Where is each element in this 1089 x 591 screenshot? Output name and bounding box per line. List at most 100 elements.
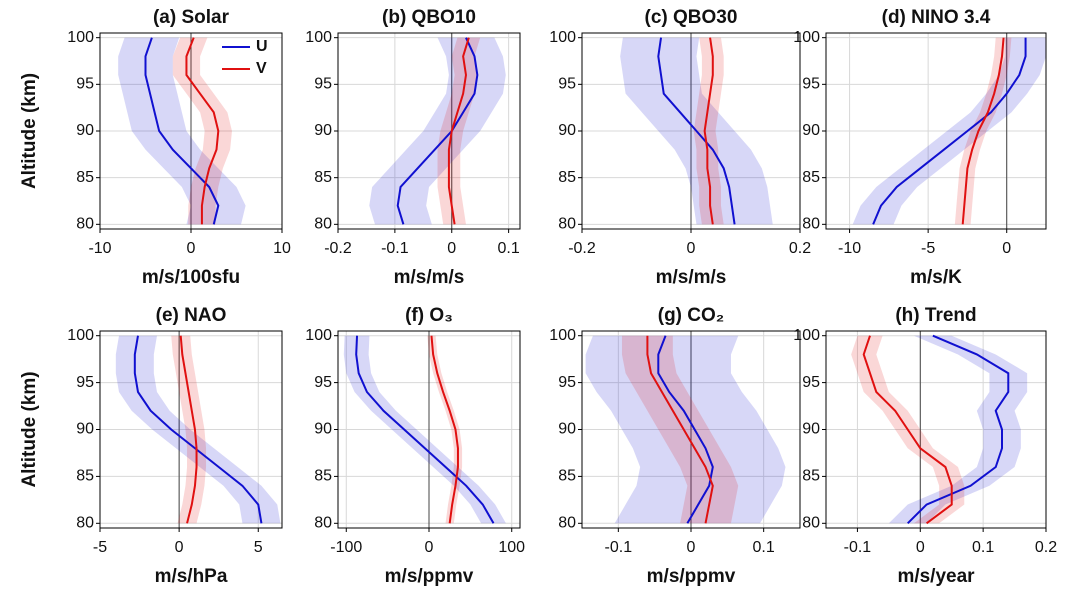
y-tick-label: 85 xyxy=(314,169,332,186)
y-axis-label: Altitude (km) xyxy=(19,73,40,189)
x-tick-label: 0 xyxy=(187,240,196,257)
y-tick-label: 95 xyxy=(314,76,332,93)
y-tick-label: 80 xyxy=(802,515,820,532)
plot-area xyxy=(100,33,282,229)
y-tick-label: 90 xyxy=(314,421,332,438)
x-tick-label: -5 xyxy=(921,240,935,257)
line xyxy=(646,335,714,524)
uncertainty-band xyxy=(118,37,246,225)
chart-title: (f) O₃ xyxy=(405,305,453,326)
plot-area xyxy=(826,33,1046,229)
line xyxy=(961,37,1005,225)
x-tick-label: -0.1 xyxy=(605,539,633,556)
x-tick-label: 10 xyxy=(273,240,291,257)
y-tick-label: 85 xyxy=(558,169,576,186)
x-axis-label: m/s/K xyxy=(910,267,962,288)
x-tick-label: -10 xyxy=(88,240,111,257)
line xyxy=(447,37,470,225)
legend-label: U xyxy=(256,38,268,55)
uncertainty-band xyxy=(427,335,463,524)
chart-title: (d) NINO 3.4 xyxy=(882,7,991,28)
chart-title: (a) Solar xyxy=(153,7,230,28)
line xyxy=(862,335,953,525)
uncertainty-band xyxy=(115,335,281,524)
x-tick-label: 0.1 xyxy=(972,539,994,556)
y-tick-label: 90 xyxy=(802,122,820,139)
uncertainty-band xyxy=(852,37,1046,225)
y-tick-label: 80 xyxy=(314,515,332,532)
x-axis-label: m/s/ppmv xyxy=(385,566,474,587)
line xyxy=(179,335,198,524)
y-tick-label: 100 xyxy=(793,327,820,344)
y-tick-label: 95 xyxy=(558,76,576,93)
line xyxy=(657,37,736,225)
x-tick-label: -10 xyxy=(838,240,861,257)
y-tick-label: 100 xyxy=(67,29,94,46)
uncertainty-band xyxy=(888,335,1028,524)
x-tick-label: 0.1 xyxy=(498,240,520,257)
y-tick-label: 95 xyxy=(76,374,94,391)
y-tick-label: 100 xyxy=(549,29,576,46)
y-tick-label: 80 xyxy=(314,216,332,233)
x-tick-label: -0.1 xyxy=(844,539,872,556)
x-tick-label: 0 xyxy=(447,240,456,257)
line xyxy=(703,37,714,225)
plot-area xyxy=(582,331,800,528)
uncertainty-band xyxy=(369,37,506,225)
legend-label: V xyxy=(256,60,267,77)
y-tick-label: 80 xyxy=(558,216,576,233)
plot-area xyxy=(338,331,520,528)
y-tick-label: 90 xyxy=(76,122,94,139)
y-tick-label: 100 xyxy=(305,29,332,46)
x-tick-label: -100 xyxy=(330,539,362,556)
uncertainty-band xyxy=(343,335,506,524)
plot-area xyxy=(826,331,1046,528)
y-tick-label: 80 xyxy=(76,515,94,532)
x-tick-label: -0.1 xyxy=(381,240,409,257)
y-tick-label: 95 xyxy=(76,76,94,93)
chart-title: (b) QBO10 xyxy=(382,7,476,28)
uncertainty-band xyxy=(171,335,207,524)
plot-area xyxy=(338,33,520,229)
y-tick-label: 90 xyxy=(802,421,820,438)
chart-title: (h) Trend xyxy=(895,305,976,326)
y-tick-label: 100 xyxy=(305,327,332,344)
y-tick-label: 95 xyxy=(802,374,820,391)
y-tick-label: 90 xyxy=(558,421,576,438)
line xyxy=(355,335,495,524)
y-tick-label: 100 xyxy=(549,327,576,344)
x-tick-label: 0 xyxy=(175,539,184,556)
y-tick-label: 90 xyxy=(558,122,576,139)
y-tick-label: 95 xyxy=(802,76,820,93)
x-tick-label: 0.2 xyxy=(789,240,811,257)
x-tick-label: 0 xyxy=(1002,240,1011,257)
x-axis-label: m/s/ppmv xyxy=(647,566,736,587)
x-axis-label: m/s/year xyxy=(897,566,975,587)
y-tick-label: 95 xyxy=(558,374,576,391)
chart-title: (g) CO₂ xyxy=(658,305,724,326)
uncertainty-band xyxy=(172,37,232,225)
x-tick-label: 0 xyxy=(687,240,696,257)
y-tick-label: 100 xyxy=(67,327,94,344)
x-tick-label: 100 xyxy=(498,539,525,556)
x-axis-label: m/s/m/s xyxy=(394,267,465,288)
x-axis-label: m/s/100sfu xyxy=(142,267,240,288)
line xyxy=(872,37,1027,225)
y-axis-label: Altitude (km) xyxy=(19,371,40,487)
x-tick-label: 0.2 xyxy=(1035,539,1057,556)
line xyxy=(430,335,459,524)
chart-title: (c) QBO30 xyxy=(645,7,738,28)
x-tick-label: 0.1 xyxy=(753,539,775,556)
y-tick-label: 85 xyxy=(802,468,820,485)
y-tick-label: 80 xyxy=(802,216,820,233)
y-tick-label: 85 xyxy=(314,468,332,485)
x-axis-label: m/s/hPa xyxy=(155,566,228,587)
line xyxy=(657,335,714,524)
plot-area xyxy=(582,33,800,229)
line xyxy=(133,335,263,524)
x-tick-label: 5 xyxy=(254,539,263,556)
y-tick-label: 100 xyxy=(793,29,820,46)
x-tick-label: 0 xyxy=(425,539,434,556)
x-tick-label: -0.2 xyxy=(568,240,596,257)
y-tick-label: 80 xyxy=(76,216,94,233)
